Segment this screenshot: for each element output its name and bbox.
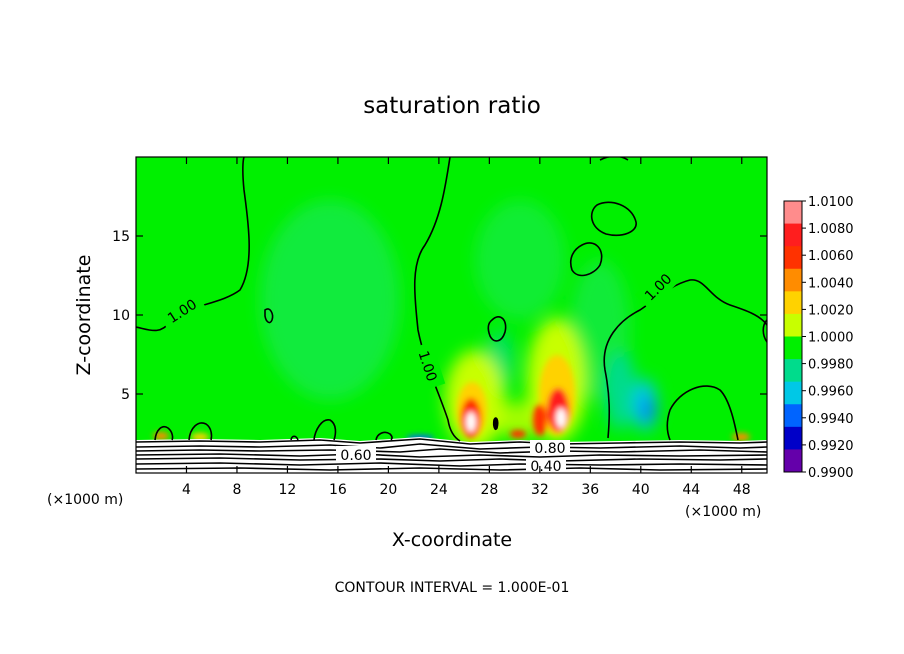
colorbar-swatch: [784, 336, 802, 360]
supersaturated-core: [556, 408, 566, 428]
colorbar-tick-label: 1.0080: [808, 222, 854, 237]
supersaturated-core: [732, 433, 750, 441]
x-tick-label: 28: [480, 482, 498, 498]
colorbar-swatch: [784, 449, 802, 473]
contour-label-bg: [157, 289, 207, 333]
dry-region: [642, 398, 654, 422]
colorbar-tick-label: 1.0020: [808, 303, 854, 318]
z-axis-unit: (×1000 m): [47, 492, 123, 508]
contour-label-bg: [634, 263, 682, 311]
contour-label-bg: [530, 440, 570, 455]
x-tick-label: 8: [232, 482, 241, 498]
y-tick-label: 10: [112, 308, 130, 324]
colorbar-tick-label: 1.0000: [808, 331, 854, 346]
x-axis-label: X-coordinate: [392, 529, 512, 551]
plot-area: 1.00 1.00 1.00 0.60 0.80 0.40: [136, 157, 767, 475]
contour-interval-note: CONTOUR INTERVAL = 1.000E-01: [335, 580, 570, 596]
x-axis-unit: (×1000 m): [685, 504, 761, 520]
x-tick-label: 40: [632, 482, 650, 498]
colorbar-swatch: [784, 246, 802, 270]
contour-label: 0.40: [530, 459, 561, 475]
contour-label-bg: [526, 459, 566, 473]
colorbar-tick-label: 1.0060: [808, 249, 854, 264]
contour-label: 0.80: [534, 441, 565, 457]
supersaturated-region: [495, 402, 545, 438]
moist-region: [475, 200, 565, 320]
y-axis: 5 10 15: [112, 229, 767, 403]
x-tick-label: 4: [182, 482, 191, 498]
colorbar-swatch: [784, 381, 802, 405]
colorbar-tick-label: 0.9980: [808, 358, 854, 373]
colorbar-tick-label: 0.9900: [808, 466, 854, 481]
colorbar-swatch: [784, 404, 802, 428]
x-tick-label: 12: [279, 482, 297, 498]
x-tick-label: 32: [531, 482, 549, 498]
contour-label-bg: [336, 446, 376, 462]
x-tick-label: 44: [682, 482, 700, 498]
colorbar: 1.0100 1.0080 1.0060 1.0040 1.0020 1.0000 0.99…: [783, 195, 854, 481]
x-axis: 4 8 12 16 20 24 28 32 36 40 44 48: [182, 157, 751, 498]
x-tick-label: 24: [430, 482, 448, 498]
low-level-contours: [136, 438, 767, 471]
contour-label: 0.60: [340, 448, 371, 464]
supersaturated-core: [510, 430, 526, 438]
colorbar-tick-label: 0.9920: [808, 439, 854, 454]
colorbar-swatch: [784, 313, 802, 337]
x-tick-label: 16: [329, 482, 347, 498]
y-tick-label: 5: [121, 387, 130, 403]
colorbar-swatch: [784, 201, 802, 225]
x-tick-label: 48: [733, 482, 751, 498]
x-tick-label: 20: [379, 482, 397, 498]
x-tick-label: 36: [581, 482, 599, 498]
colorbar-swatch: [784, 426, 802, 450]
supersaturated-core: [533, 404, 547, 436]
supersaturated-core: [191, 433, 209, 441]
moist-region: [260, 200, 400, 400]
colorbar-swatch: [784, 223, 802, 247]
colorbar-swatch: [784, 291, 802, 315]
chart-title: saturation ratio: [363, 93, 541, 119]
contour-label-bg: [410, 341, 446, 391]
y-tick-label: 15: [112, 229, 130, 245]
colorbar-tick-label: 1.0100: [808, 195, 854, 210]
colorbar-tick-label: 0.9940: [808, 412, 854, 427]
colorbar-tick-label: 0.9960: [808, 385, 854, 400]
colorbar-tick-label: 1.0040: [808, 276, 854, 291]
colorbar-swatch: [784, 359, 802, 383]
dry-region: [604, 350, 636, 430]
supersaturated-core: [466, 412, 476, 432]
y-axis-label: Z-coordinate: [73, 255, 95, 376]
colorbar-swatch: [784, 268, 802, 292]
